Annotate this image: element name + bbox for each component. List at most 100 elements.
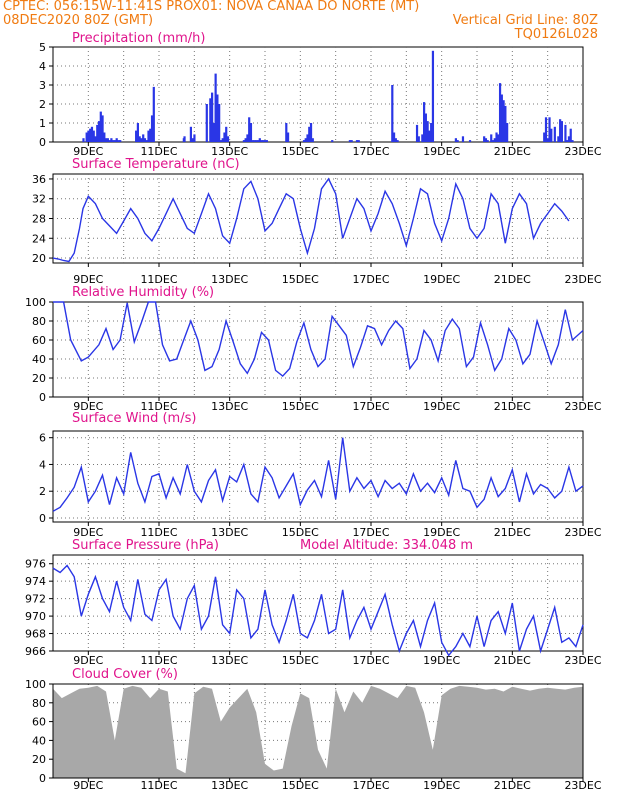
x-tick-label: 11DEC: [140, 526, 177, 539]
x-tick-label: 11DEC: [140, 654, 177, 667]
precip-bar: [506, 123, 509, 142]
header-date-line: 08DEC2020 80Z (GMT): [3, 13, 154, 28]
precip-bar: [218, 104, 221, 142]
y-tick-label: 60: [32, 716, 46, 729]
precip-bar: [142, 134, 145, 142]
precip-bar: [219, 140, 223, 142]
y-tick-label: 20: [32, 252, 46, 265]
precip-bar: [308, 126, 311, 142]
precip-bar: [394, 138, 397, 142]
y-tick-label: 966: [25, 645, 46, 658]
precip-bar: [421, 134, 424, 142]
plot-frame: [52, 430, 584, 523]
precip-bar: [87, 130, 90, 142]
precip-bar: [260, 140, 263, 142]
precip-bar: [216, 94, 219, 142]
precip-bar: [255, 140, 258, 142]
panel-2: 9DEC 11DEC 13DEC 15DEC 17DEC 19DEC 21DEC 23DEC 0…: [25, 285, 602, 413]
panel-subtitle: Model Altitude: 334.048 m: [300, 538, 473, 553]
precip-bar: [571, 140, 574, 142]
x-tick-label: 17DEC: [352, 654, 389, 667]
x-tick-label: 13DEC: [211, 526, 248, 539]
y-tick-label: 974: [25, 575, 46, 588]
panel-0: 9DEC 11DEC 13DEC 15DEC 17DEC 19DEC 21DEC 23DEC 0…: [39, 31, 602, 158]
y-tick-label: 4: [39, 458, 46, 471]
precip-bar: [149, 128, 152, 142]
precip-bar: [96, 124, 99, 142]
x-tick-label: 13DEC: [211, 145, 248, 158]
precip-bar: [110, 138, 113, 142]
precip-bar: [106, 138, 109, 142]
panel-title: Precipitation (mm/h): [72, 31, 205, 46]
precip-bar: [99, 111, 102, 142]
precip-bar: [553, 126, 556, 142]
x-tick-label: 15DEC: [282, 779, 319, 792]
panel-title: Cloud Cover (%): [72, 667, 178, 682]
y-tick-label: 976: [25, 558, 46, 571]
precip-bar: [396, 140, 399, 142]
x-tick-label: 11DEC: [140, 400, 177, 413]
x-tick-label: 21DEC: [494, 400, 531, 413]
precip-bar: [140, 138, 143, 142]
precip-bar: [426, 121, 429, 142]
x-tick-label: 19DEC: [423, 526, 460, 539]
precip-bar: [214, 73, 217, 142]
y-tick-label: 36: [32, 173, 46, 186]
cloud-cover-area: [53, 685, 583, 778]
precip-bar: [226, 136, 230, 142]
x-tick-label: 19DEC: [423, 654, 460, 667]
precip-bar: [85, 132, 88, 142]
y-tick-label: 20: [32, 372, 46, 385]
precip-bar: [544, 117, 548, 142]
x-tick-label: 15DEC: [282, 526, 319, 539]
precip-bar: [483, 136, 486, 142]
precip-bar: [211, 92, 214, 142]
precip-bar: [103, 132, 106, 142]
x-tick-label: 21DEC: [494, 526, 531, 539]
precip-bar: [191, 138, 194, 142]
x-tick-label: 23DEC: [564, 273, 601, 286]
precip-bar: [569, 128, 572, 142]
precip-bar: [417, 136, 420, 142]
precip-bar: [348, 140, 351, 142]
x-tick-label: 9DEC: [73, 145, 103, 158]
precip-bar: [253, 140, 256, 142]
y-tick-label: 24: [32, 232, 46, 245]
precip-bar: [136, 123, 139, 142]
precip-bar: [101, 115, 104, 142]
series-line: [52, 177, 570, 263]
header-grid-line-note: Vertical Grid Line: 80Z: [452, 13, 598, 28]
x-tick-label: 13DEC: [211, 400, 248, 413]
panel-title: Surface Wind (m/s): [72, 411, 196, 426]
panel-1: 9DEC 11DEC 13DEC 15DEC 17DEC 19DEC 21DEC 23DEC 2…: [32, 157, 602, 286]
y-tick-label: 100: [25, 296, 46, 309]
x-tick-label: 11DEC: [140, 779, 177, 792]
precip-bar: [135, 130, 138, 142]
precip-bar: [484, 138, 488, 142]
y-tick-label: 968: [25, 628, 46, 641]
precip-bar: [500, 94, 503, 142]
precip-bar: [150, 115, 154, 142]
precip-bar: [249, 123, 253, 142]
y-tick-label: 4: [39, 60, 46, 73]
y-tick-label: 80: [32, 315, 46, 328]
x-tick-label: 13DEC: [211, 779, 248, 792]
precip-bar: [145, 140, 148, 142]
panel-3: 9DEC 11DEC 13DEC 15DEC 17DEC 19DEC 21DEC 23DEC 0…: [39, 411, 602, 539]
x-tick-label: 15DEC: [282, 400, 319, 413]
precip-bar: [560, 121, 563, 142]
precip-bar: [306, 134, 309, 142]
precip-bar: [251, 140, 254, 142]
y-tick-label: 60: [32, 334, 46, 347]
x-tick-label: 23DEC: [564, 400, 601, 413]
precip-bar: [543, 132, 546, 142]
x-tick-label: 13DEC: [211, 654, 248, 667]
precip-bar: [138, 136, 141, 142]
header-model-id: TQ0126L028: [514, 27, 598, 42]
y-tick-label: 970: [25, 610, 46, 623]
y-tick-label: 2: [39, 98, 46, 111]
precip-bar: [566, 140, 569, 142]
y-tick-label: 40: [32, 734, 46, 747]
precip-bar: [97, 121, 101, 142]
x-tick-label: 17DEC: [352, 779, 389, 792]
